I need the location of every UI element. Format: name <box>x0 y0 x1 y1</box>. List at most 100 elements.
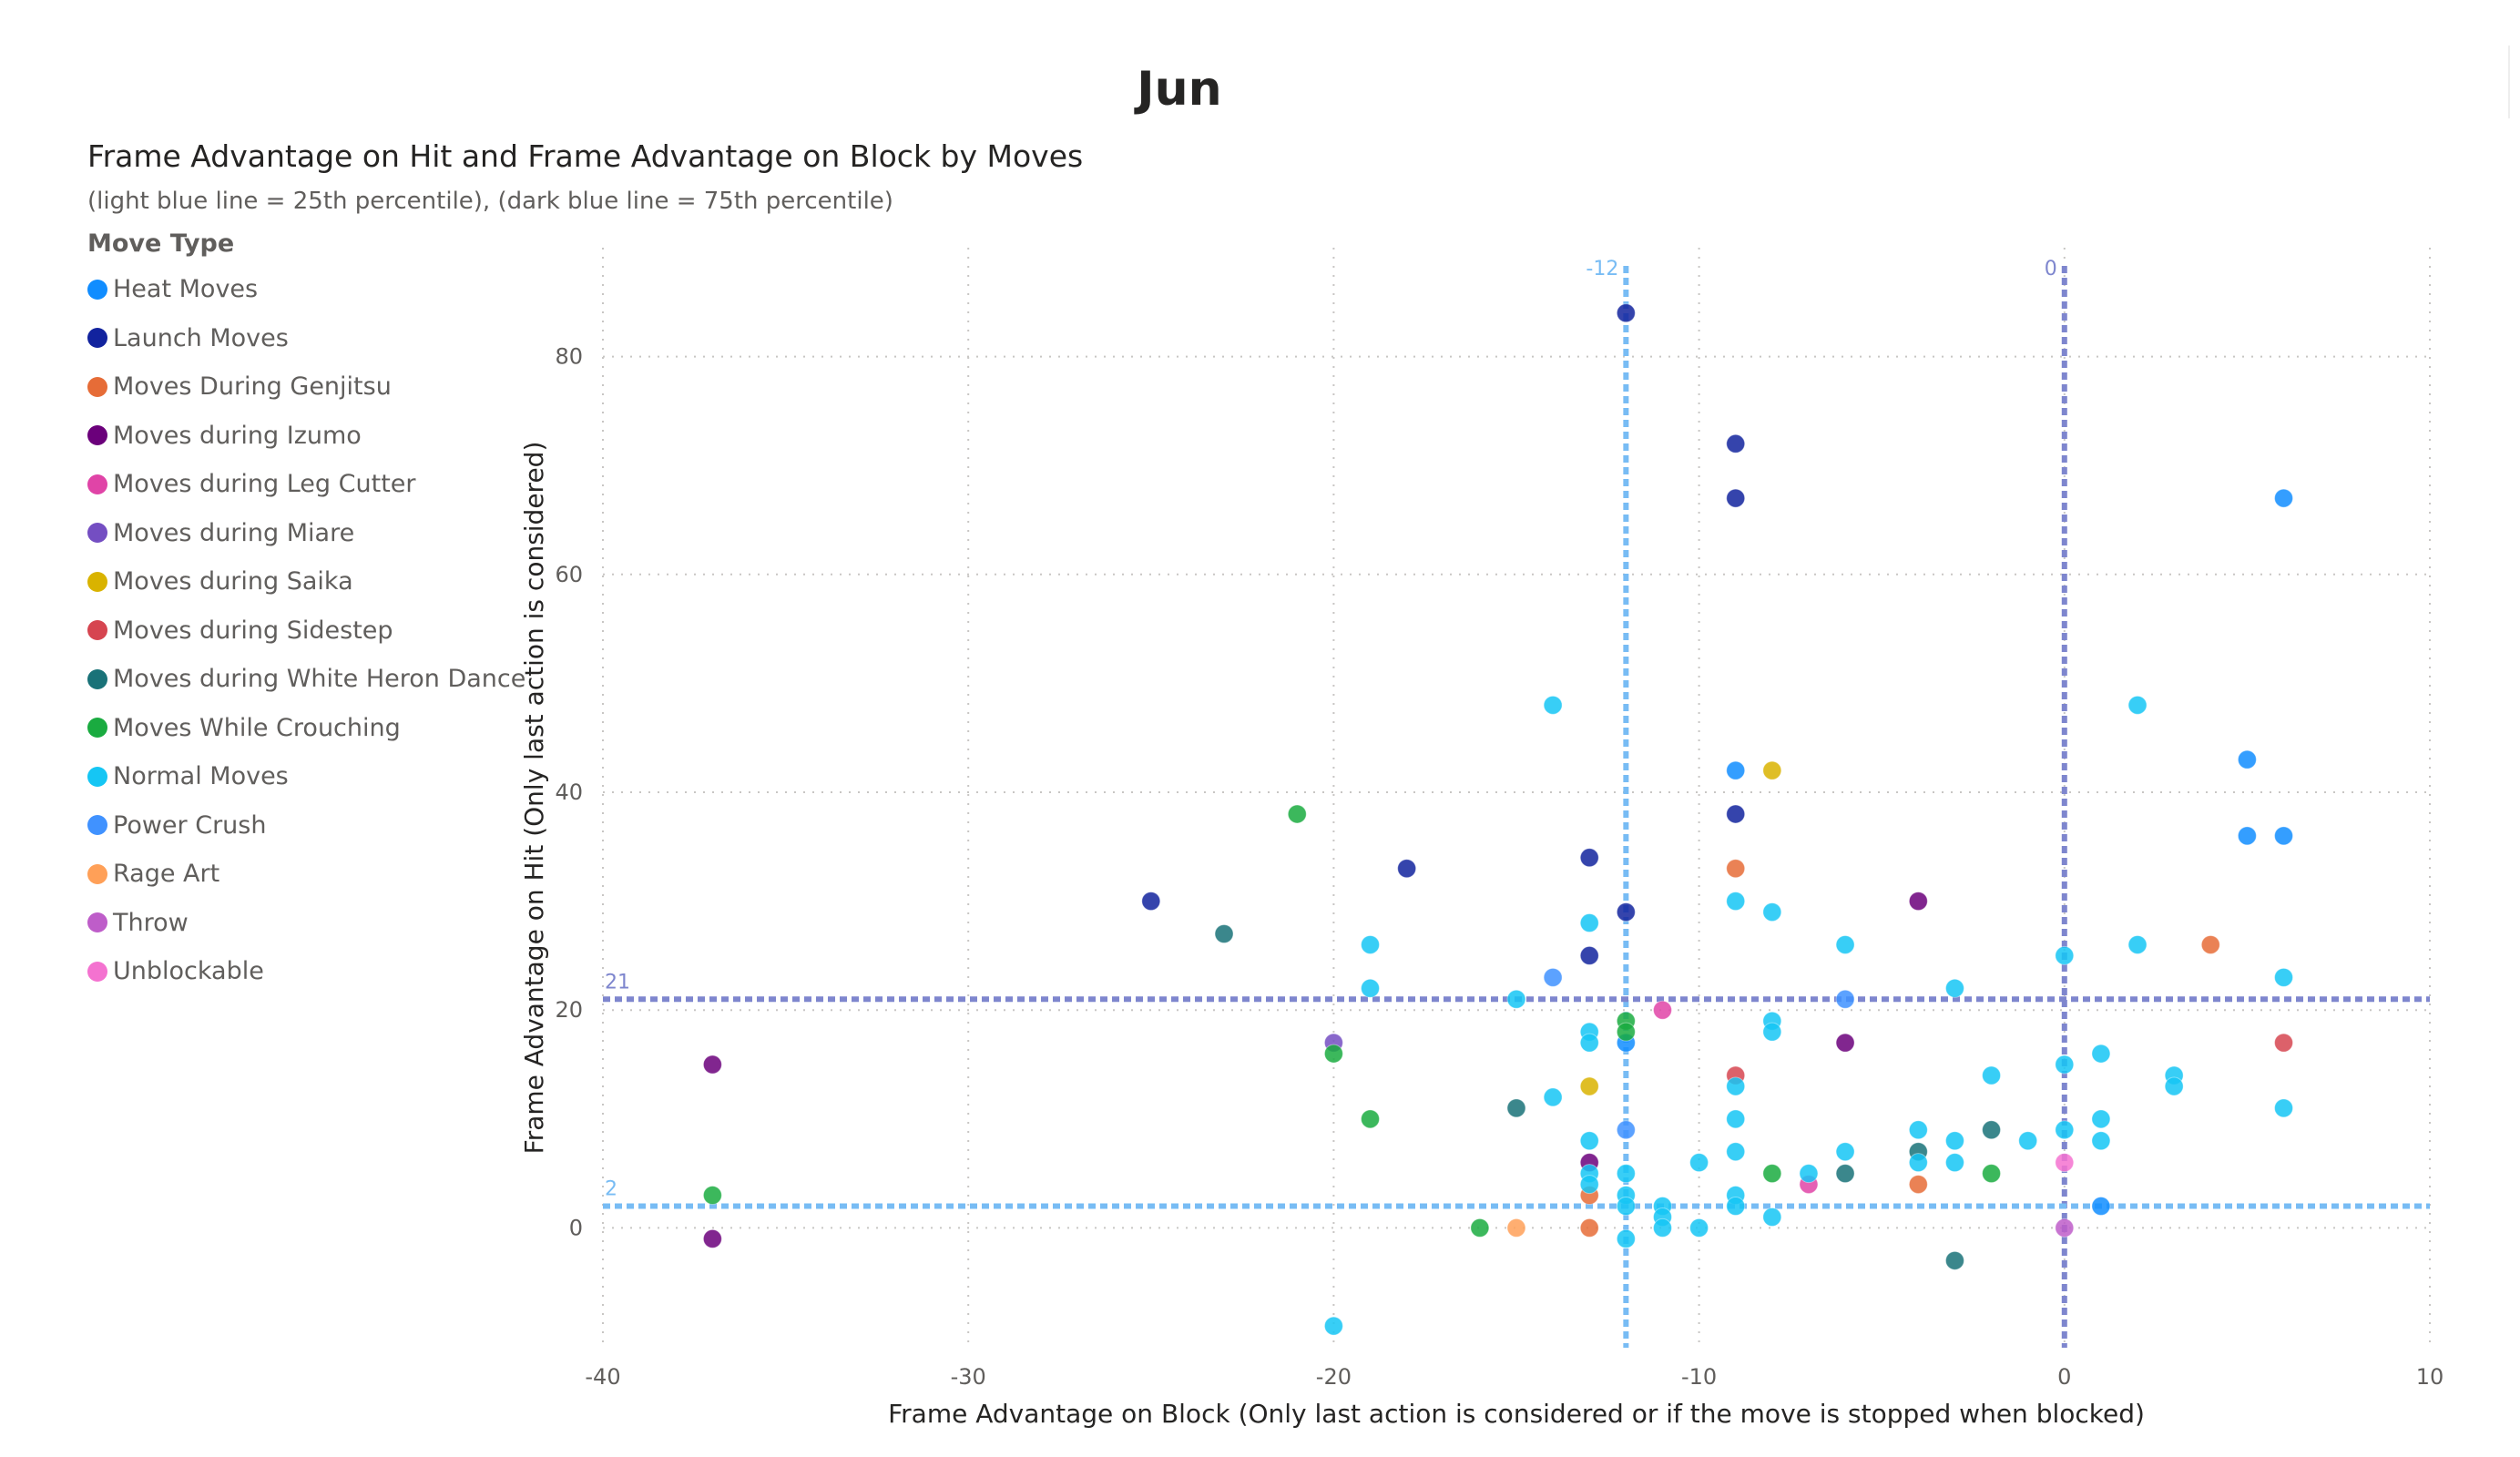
point-heat-moves[interactable] <box>2274 488 2294 508</box>
point-normal-moves[interactable] <box>1579 1175 1599 1195</box>
point-heat-moves[interactable] <box>1726 760 1746 780</box>
point-heat-moves[interactable] <box>2274 826 2294 846</box>
point-normal-moves[interactable] <box>1726 1197 1746 1217</box>
point-moves-while-crouching[interactable] <box>1287 804 1307 824</box>
point-normal-moves[interactable] <box>1726 892 1746 912</box>
point-moves-during-white-heron-dance[interactable] <box>1944 1250 1964 1270</box>
point-normal-moves[interactable] <box>1689 1153 1709 1173</box>
legend-item-moves-while-crouching[interactable]: Moves While Crouching <box>87 704 515 753</box>
legend-item-power-crush[interactable]: Power Crush <box>87 801 515 851</box>
point-moves-during-izumo[interactable] <box>702 1055 722 1075</box>
point-normal-moves[interactable] <box>1908 1153 1928 1173</box>
point-normal-moves[interactable] <box>1726 1142 1746 1162</box>
point-power-crush[interactable] <box>1543 967 1563 987</box>
point-normal-moves[interactable] <box>2091 1131 2111 1151</box>
point-normal-moves[interactable] <box>2127 934 2148 954</box>
point-launch-moves[interactable] <box>1616 902 1636 922</box>
point-power-crush[interactable] <box>1616 1120 1636 1140</box>
point-moves-during-genjitsu[interactable] <box>2200 934 2220 954</box>
point-normal-moves[interactable] <box>1944 1153 1964 1173</box>
point-moves-while-crouching[interactable] <box>702 1186 722 1206</box>
point-normal-moves[interactable] <box>1762 1207 1782 1227</box>
point-moves-during-sidestep[interactable] <box>2274 1033 2294 1053</box>
legend-item-moves-during-saika[interactable]: Moves during Saika <box>87 557 515 606</box>
legend-item-moves-during-leg-cutter[interactable]: Moves during Leg Cutter <box>87 460 515 509</box>
point-heat-moves[interactable] <box>2091 1197 2111 1217</box>
point-moves-during-saika[interactable] <box>1579 1076 1599 1096</box>
point-normal-moves[interactable] <box>1579 1131 1599 1151</box>
point-normal-moves[interactable] <box>1762 1022 1782 1042</box>
point-normal-moves[interactable] <box>2055 945 2075 965</box>
point-moves-during-saika[interactable] <box>1762 760 1782 780</box>
point-launch-moves[interactable] <box>1726 804 1746 824</box>
point-normal-moves[interactable] <box>2091 1109 2111 1129</box>
point-moves-while-crouching[interactable] <box>1361 1109 1381 1129</box>
point-normal-moves[interactable] <box>1323 1316 1343 1336</box>
point-normal-moves[interactable] <box>1835 934 1855 954</box>
point-normal-moves[interactable] <box>1908 1120 1928 1140</box>
point-launch-moves[interactable] <box>1726 433 1746 453</box>
point-normal-moves[interactable] <box>1689 1218 1709 1238</box>
point-normal-moves[interactable] <box>1579 1033 1599 1053</box>
point-normal-moves[interactable] <box>1616 1164 1636 1184</box>
point-normal-moves[interactable] <box>1726 1109 1746 1129</box>
point-normal-moves[interactable] <box>1616 1197 1636 1217</box>
point-normal-moves[interactable] <box>2055 1120 2075 1140</box>
point-moves-while-crouching[interactable] <box>1762 1164 1782 1184</box>
point-moves-during-izumo[interactable] <box>1908 892 1928 912</box>
point-moves-during-genjitsu[interactable] <box>1908 1175 1928 1195</box>
point-normal-moves[interactable] <box>1616 1228 1636 1248</box>
point-moves-while-crouching[interactable] <box>1470 1218 1490 1238</box>
point-normal-moves[interactable] <box>1726 1076 1746 1096</box>
point-moves-during-white-heron-dance[interactable] <box>1214 924 1234 944</box>
point-moves-during-genjitsu[interactable] <box>1726 859 1746 879</box>
point-normal-moves[interactable] <box>1982 1065 2002 1085</box>
point-moves-during-white-heron-dance[interactable] <box>1835 1164 1855 1184</box>
point-normal-moves[interactable] <box>1506 989 1526 1009</box>
point-power-crush[interactable] <box>1835 989 1855 1009</box>
point-launch-moves[interactable] <box>1141 892 1161 912</box>
point-moves-during-genjitsu[interactable] <box>1579 1218 1599 1238</box>
point-throw[interactable] <box>2055 1218 2075 1238</box>
point-normal-moves[interactable] <box>2274 967 2294 987</box>
point-launch-moves[interactable] <box>1397 859 1417 879</box>
point-normal-moves[interactable] <box>1835 1142 1855 1162</box>
point-normal-moves[interactable] <box>1361 978 1381 998</box>
point-launch-moves[interactable] <box>1579 945 1599 965</box>
legend-item-normal-moves[interactable]: Normal Moves <box>87 752 515 801</box>
legend-item-moves-during-white-heron-dance[interactable]: Moves during White Heron Dance <box>87 655 525 704</box>
point-normal-moves[interactable] <box>1799 1164 1819 1184</box>
point-normal-moves[interactable] <box>2091 1044 2111 1064</box>
legend-item-heat-moves[interactable]: Heat Moves <box>87 265 515 314</box>
point-normal-moves[interactable] <box>1944 1131 1964 1151</box>
point-normal-moves[interactable] <box>2127 695 2148 715</box>
legend-item-throw[interactable]: Throw <box>87 899 515 948</box>
point-normal-moves[interactable] <box>1944 978 1964 998</box>
point-normal-moves[interactable] <box>1361 934 1381 954</box>
point-normal-moves[interactable] <box>2055 1055 2075 1075</box>
point-normal-moves[interactable] <box>2274 1098 2294 1118</box>
legend-item-unblockable[interactable]: Unblockable <box>87 947 515 996</box>
point-heat-moves[interactable] <box>2237 826 2257 846</box>
legend-item-rage-art[interactable]: Rage Art <box>87 850 515 899</box>
point-launch-moves[interactable] <box>1616 303 1636 323</box>
legend-item-moves-during-sidestep[interactable]: Moves during Sidestep <box>87 606 515 656</box>
point-moves-while-crouching[interactable] <box>1323 1044 1343 1064</box>
point-moves-during-white-heron-dance[interactable] <box>1506 1098 1526 1118</box>
point-rage-art[interactable] <box>1506 1218 1526 1238</box>
point-launch-moves[interactable] <box>1726 488 1746 508</box>
legend-item-moves-during-izumo[interactable]: Moves during Izumo <box>87 412 515 461</box>
point-normal-moves[interactable] <box>2164 1076 2184 1096</box>
point-moves-during-leg-cutter[interactable] <box>1652 1000 1672 1020</box>
point-launch-moves[interactable] <box>1579 848 1599 868</box>
point-normal-moves[interactable] <box>1652 1218 1672 1238</box>
point-normal-moves[interactable] <box>1579 913 1599 933</box>
point-normal-moves[interactable] <box>2018 1131 2038 1151</box>
point-moves-during-izumo[interactable] <box>702 1228 722 1248</box>
point-heat-moves[interactable] <box>2237 749 2257 769</box>
legend-item-launch-moves[interactable]: Launch Moves <box>87 314 515 363</box>
point-normal-moves[interactable] <box>1762 902 1782 922</box>
point-moves-during-white-heron-dance[interactable] <box>1982 1120 2002 1140</box>
legend-item-moves-during-miare[interactable]: Moves during Miare <box>87 509 515 558</box>
point-normal-moves[interactable] <box>1543 695 1563 715</box>
